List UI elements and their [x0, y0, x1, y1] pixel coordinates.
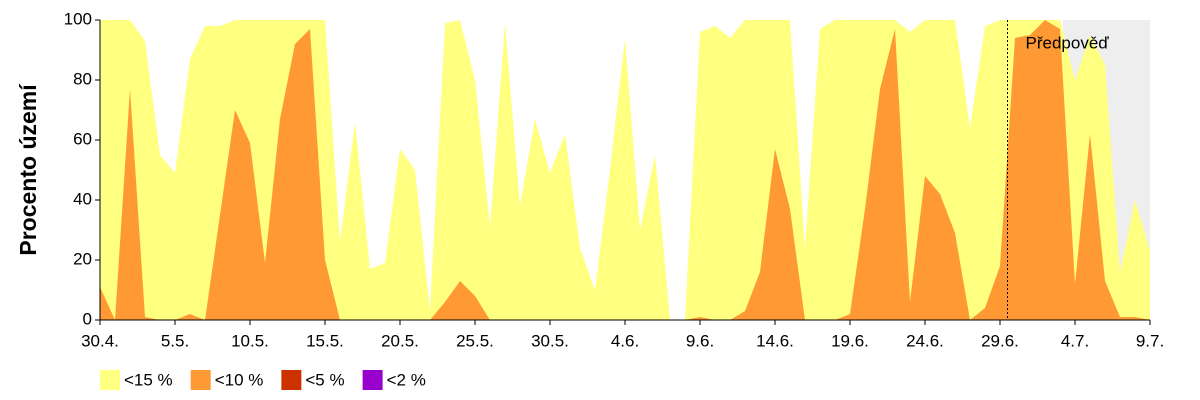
y-tick-label: 60	[73, 129, 92, 148]
x-tick-label: 30.4.	[81, 331, 119, 350]
annotation: Předpověď	[1026, 33, 1110, 52]
y-tick-label: 0	[83, 309, 92, 328]
x-tick-label: 29.6.	[981, 331, 1019, 350]
x-tick-label: 5.5.	[161, 331, 189, 350]
y-tick-label: 100	[64, 9, 92, 28]
legend-label: <15 %	[124, 370, 173, 389]
x-tick-label: 9.7.	[1136, 331, 1164, 350]
legend-label: <2 %	[387, 370, 426, 389]
legend-swatch	[362, 370, 383, 390]
y-tick-label: 40	[73, 189, 92, 208]
legend-swatch	[100, 370, 120, 390]
x-tick-label: 15.5.	[306, 331, 344, 350]
x-tick-label: 4.7.	[1061, 331, 1089, 350]
y-tick-label: 20	[73, 249, 92, 268]
legend-label: <5 %	[305, 370, 344, 389]
y-axis-label: Procento území	[15, 83, 41, 256]
legend-label: <10 %	[215, 370, 264, 389]
x-tick-label: 10.5.	[231, 331, 269, 350]
x-tick-label: 4.6.	[611, 331, 639, 350]
y-tick-label: 80	[73, 69, 92, 88]
x-tick-label: 30.5.	[531, 331, 569, 350]
legend-swatch	[190, 370, 211, 390]
area	[100, 20, 1150, 320]
x-tick-label: 14.6.	[756, 331, 794, 350]
x-tick-label: 20.5.	[381, 331, 419, 350]
x-tick-label: 9.6.	[686, 331, 714, 350]
x-tick-label: 25.5.	[456, 331, 494, 350]
legend-swatch	[281, 370, 302, 390]
x-tick-label: 24.6.	[906, 331, 944, 350]
x-tick-label: 19.6.	[831, 331, 869, 350]
